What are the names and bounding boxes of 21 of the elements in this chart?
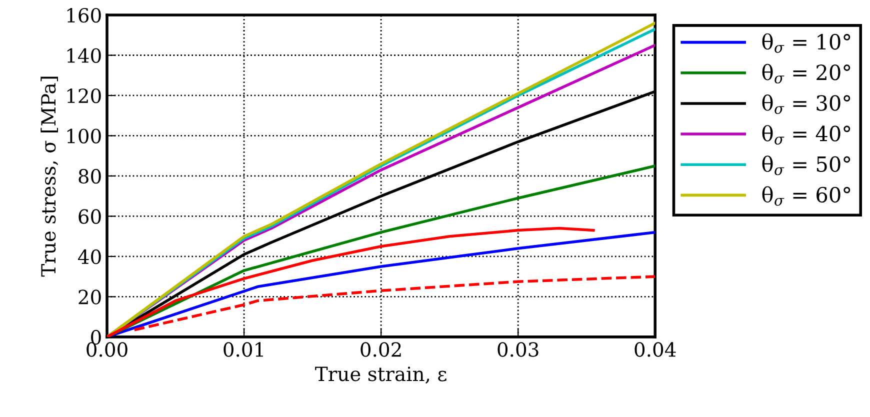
y-tick-label: 140: [67, 48, 101, 63]
y-tick-label: 100: [67, 128, 101, 144]
y-tick-label: 20: [78, 290, 101, 304]
y-tick-label: 80: [78, 168, 101, 184]
x-tick-label: 0.04: [634, 342, 676, 357]
legend-label: θ$_{σ}$ = 50°: [762, 156, 850, 176]
y-tick-label: 40: [78, 249, 101, 264]
x-tick-label: 0.02: [360, 342, 401, 357]
legend-label: θ$_{σ}$ = 20°: [762, 64, 850, 84]
x-axis-title: True strain, ε: [315, 366, 446, 384]
y-tick-label: 120: [67, 88, 101, 104]
line-series: [133, 275, 656, 332]
y-tick-label: 160: [67, 8, 101, 23]
y-axis-title: True stress, σ [MPa]: [40, 76, 58, 277]
legend-label: θ$_{σ}$ = 30°: [762, 94, 850, 114]
legend-label: θ$_{σ}$ = 40°: [762, 125, 850, 145]
x-tick-label: 0.03: [498, 342, 538, 357]
legend-label: θ$_{σ}$ = 60°: [762, 186, 850, 206]
y-tick-label: 60: [78, 209, 101, 224]
legend-label: θ$_{σ}$ = 10°: [762, 33, 850, 53]
x-tick-label: 0.01: [224, 342, 263, 357]
